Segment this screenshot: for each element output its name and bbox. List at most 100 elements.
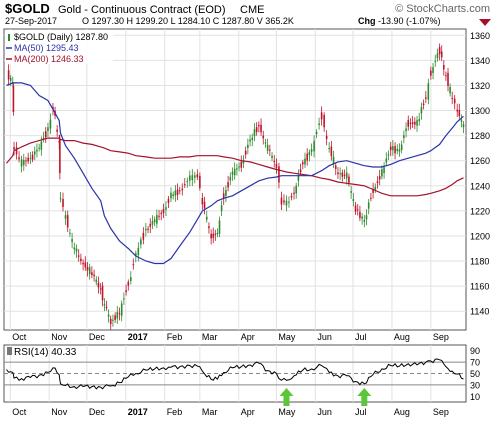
candle-body [293, 192, 295, 195]
candle-body [409, 122, 412, 124]
rsi-x-tick-label: Jul [355, 407, 367, 417]
price-x-tick-label: Mar [202, 332, 218, 342]
candle-body [271, 155, 273, 158]
candle-body [283, 200, 285, 203]
candle-body [266, 144, 269, 151]
candle-body [396, 148, 399, 151]
candle-body [334, 165, 337, 169]
candle-body [199, 175, 201, 189]
candle-body [310, 149, 313, 152]
price-x-tick-label: Dec [89, 332, 106, 342]
candle-body [278, 166, 280, 183]
price-y-tick-label: 1360 [470, 31, 490, 41]
candle-body [443, 65, 445, 70]
candle-body [191, 175, 194, 181]
candle-body [145, 228, 147, 231]
candle-body [140, 239, 142, 245]
candle-body [147, 228, 149, 230]
candle-body [84, 262, 87, 268]
price-x-tick-label: Sep [433, 332, 449, 342]
rsi-x-tick-label: Aug [394, 407, 410, 417]
candle-body [49, 119, 52, 129]
candle-body [414, 121, 416, 125]
candle-body [118, 313, 121, 315]
ma50-line [6, 82, 464, 265]
candle-body [7, 70, 10, 80]
candle-body [66, 215, 69, 228]
candle-body [160, 212, 163, 214]
candle-body [167, 198, 170, 204]
candle-body [418, 119, 421, 122]
candle-body [201, 197, 204, 205]
candle-body [323, 114, 325, 128]
down-arrow-icon [479, 19, 491, 26]
quote-date: 27-Sep-2017 [5, 16, 57, 26]
candle-body [231, 171, 234, 175]
candle-body [69, 232, 71, 234]
price-y-tick-label: 1320 [470, 81, 490, 91]
candle-body [365, 215, 368, 220]
candle-body [71, 239, 73, 242]
candle-body [352, 199, 355, 202]
price-y-tick-label: 1160 [470, 282, 489, 292]
candle-body [440, 51, 443, 58]
price-x-tick-label: Oct [12, 332, 27, 342]
candle-body [255, 127, 258, 132]
candle-body [411, 122, 414, 125]
candle-body [295, 185, 298, 194]
candle-body [172, 194, 174, 196]
candle-body [225, 190, 227, 196]
candle-body [462, 124, 465, 128]
candle-body [318, 123, 320, 126]
rsi-title: RSI(14) 40.33 [14, 347, 77, 358]
candle-body [275, 163, 278, 169]
candle-body [77, 255, 80, 257]
rsi-annotations [279, 388, 372, 406]
candle-body [249, 139, 251, 142]
chg-label: Chg [358, 16, 376, 26]
candle-body [105, 306, 108, 309]
candle-body [29, 158, 32, 160]
candle-body [174, 190, 177, 196]
candle-body [181, 188, 184, 191]
candle-body [120, 303, 123, 316]
candle-body [247, 144, 249, 148]
price-y-tick-label: 1200 [470, 231, 490, 241]
candle-body [31, 154, 34, 160]
quote-line: O 1297.30 H 1299.20 L 1284.10 C 1287.80 … [82, 16, 294, 26]
candle-body [129, 277, 132, 281]
candle-body [348, 176, 350, 183]
candle-body [430, 70, 432, 76]
candle-body [392, 146, 394, 151]
candle-body [244, 150, 247, 155]
candle-body [103, 304, 106, 306]
rsi-x-tick-label: Jun [317, 407, 332, 417]
candle-body [394, 146, 396, 154]
ma200-line [6, 137, 464, 197]
candle-body [227, 182, 229, 188]
candle-body [376, 181, 379, 183]
legend-entry: MA(200) 1246.33 [14, 54, 84, 64]
candle-body [93, 274, 95, 277]
candle-body [363, 219, 366, 222]
candle-body [339, 173, 341, 175]
candle-body [101, 285, 104, 301]
rsi-y-tick-label: 30 [470, 380, 480, 390]
candle-body [416, 120, 418, 126]
candle-body [436, 53, 439, 58]
candle-body [427, 83, 430, 100]
candle-body [330, 146, 333, 157]
candle-body [240, 161, 243, 168]
candle-body [308, 152, 311, 156]
candle-body [325, 135, 328, 140]
candle-body [370, 197, 372, 199]
candle-body [378, 176, 381, 180]
up-arrow-icon [357, 388, 372, 406]
candle-body [212, 233, 215, 238]
rsi-y-tick-label: 10 [470, 392, 480, 402]
rsi-y-tick-label: 50 [470, 369, 480, 379]
candle-body [315, 131, 318, 135]
price-x-tick-label: 2017 [128, 332, 148, 342]
rsi-x-tick-label: Sep [433, 407, 449, 417]
